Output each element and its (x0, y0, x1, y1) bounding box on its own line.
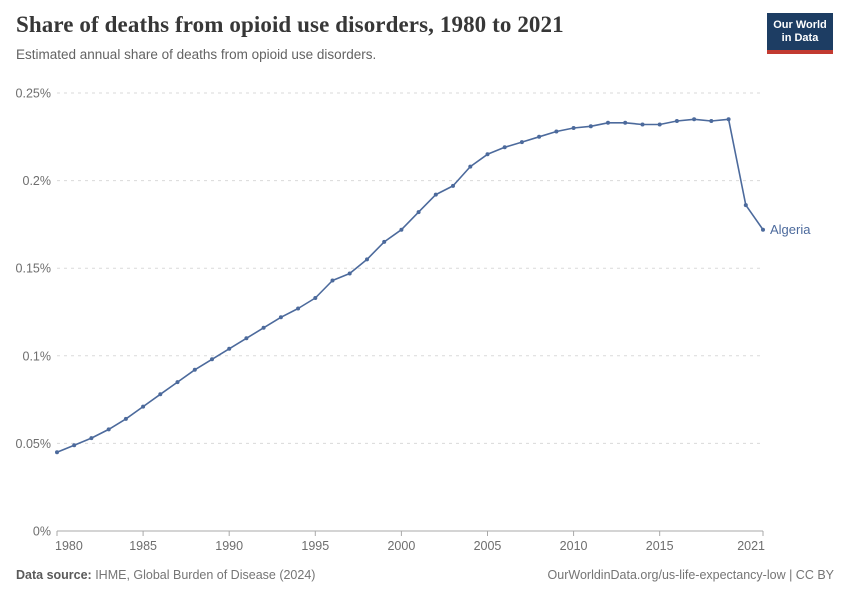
data-source-label: Data source: (16, 568, 92, 582)
data-point[interactable] (416, 210, 421, 215)
data-source-text: IHME, Global Burden of Disease (2024) (91, 568, 316, 582)
data-line[interactable] (56, 118, 764, 454)
data-point[interactable] (123, 416, 128, 421)
data-point[interactable] (365, 257, 369, 262)
data-point[interactable] (588, 124, 593, 129)
data-point[interactable] (261, 325, 266, 330)
data-point[interactable] (451, 183, 455, 188)
data-point[interactable] (192, 367, 197, 372)
y-axis-tick-label: 0.05% (16, 437, 51, 451)
data-point[interactable] (743, 203, 748, 208)
data-point[interactable] (606, 120, 610, 125)
data-point[interactable] (227, 346, 232, 351)
data-point[interactable] (519, 140, 524, 145)
chart-subtitle: Estimated annual share of deaths from op… (16, 47, 377, 62)
data-point[interactable] (106, 427, 111, 432)
series-end-label[interactable]: Algeria (770, 222, 811, 237)
data-point[interactable] (382, 239, 387, 244)
data-point[interactable] (709, 119, 714, 123)
data-point[interactable] (175, 380, 180, 385)
data-point[interactable] (502, 145, 507, 150)
x-axis-tick-label: 2005 (474, 539, 502, 553)
data-point[interactable] (244, 336, 249, 341)
chart-header: Share of deaths from opioid use disorder… (16, 12, 756, 62)
data-point[interactable] (657, 122, 662, 127)
data-point[interactable] (468, 164, 473, 169)
data-point[interactable] (89, 436, 94, 441)
data-source-note: Data source: IHME, Global Burden of Dise… (16, 568, 315, 582)
x-axis-tick-label: 1985 (129, 539, 157, 553)
y-axis-tick-label: 0% (33, 525, 51, 539)
x-axis-tick-label: 2000 (387, 539, 415, 553)
page-title: Share of deaths from opioid use disorder… (16, 12, 564, 37)
data-point[interactable] (72, 443, 77, 448)
data-point[interactable] (571, 126, 576, 130)
x-axis-tick-label: 1990 (215, 539, 243, 553)
data-point[interactable] (313, 296, 318, 300)
data-point[interactable] (347, 271, 352, 276)
data-point[interactable] (296, 306, 301, 311)
data-point[interactable] (433, 192, 438, 197)
data-point[interactable] (554, 129, 559, 134)
data-point[interactable] (692, 117, 697, 122)
data-point[interactable] (158, 392, 163, 397)
data-point[interactable] (330, 278, 335, 283)
y-axis-tick-label: 0.25% (16, 87, 51, 101)
data-point[interactable] (485, 152, 490, 157)
x-axis-tick-label: 2015 (646, 539, 674, 553)
chart-footer: Data source: IHME, Global Burden of Dise… (16, 568, 834, 582)
data-point[interactable] (399, 227, 404, 232)
credit-link[interactable]: OurWorldinData.org/us-life-expectancy-lo… (547, 568, 834, 582)
data-point[interactable] (537, 134, 542, 139)
data-point[interactable] (761, 227, 765, 232)
data-point[interactable] (55, 450, 59, 455)
owid-logo-stripe (767, 50, 833, 54)
data-point[interactable] (210, 357, 214, 362)
x-axis-tick-label: 2010 (560, 539, 588, 553)
owid-logo[interactable]: Our World in Data (767, 13, 833, 54)
data-point[interactable] (278, 315, 283, 320)
owid-logo-text: Our World in Data (767, 13, 833, 50)
y-axis-tick-label: 0.1% (23, 349, 52, 363)
data-point[interactable] (640, 122, 645, 127)
x-axis-tick-label: 1980 (55, 539, 83, 553)
y-axis-tick-label: 0.15% (16, 262, 51, 276)
y-axis-tick-label: 0.2% (23, 174, 52, 188)
data-point[interactable] (726, 117, 731, 122)
x-axis-tick-label: 1995 (301, 539, 329, 553)
data-point[interactable] (623, 120, 628, 125)
data-point[interactable] (674, 119, 679, 123)
data-point[interactable] (141, 404, 146, 409)
x-axis-tick-label: 2021 (737, 539, 765, 553)
